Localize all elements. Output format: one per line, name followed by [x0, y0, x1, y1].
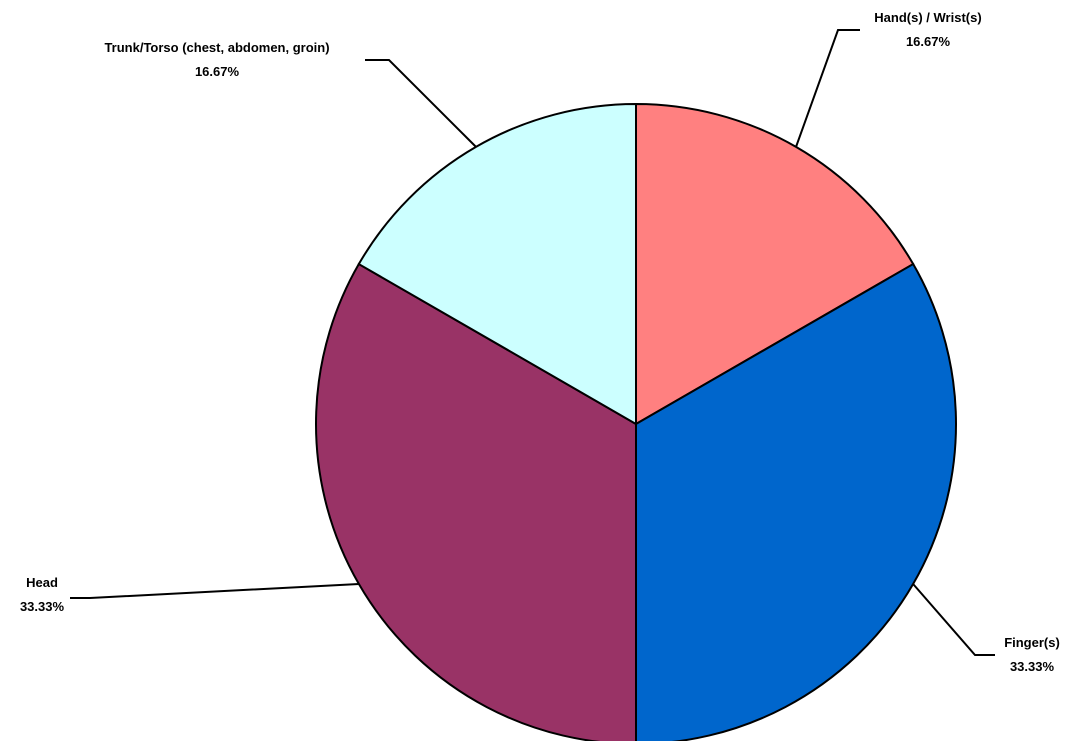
pie-slices — [315, 102, 957, 741]
pie-slice-finger-s — [635, 262, 957, 741]
label-group-finger: Finger(s) 33.33% — [1004, 635, 1060, 674]
slice-percent-head: 33.33% — [20, 599, 65, 614]
label-group-hand-wrist: Hand(s) / Wrist(s) 16.67% — [874, 10, 981, 49]
slice-label-head: Head — [26, 575, 58, 590]
slice-percent-finger: 33.33% — [1010, 659, 1055, 674]
leader-line-trunk-torso-chest-abdomen-groin — [365, 59, 477, 148]
slice-label-finger: Finger(s) — [1004, 635, 1060, 650]
leader-line-finger-s — [912, 583, 995, 656]
slice-label-trunk-torso: Trunk/Torso (chest, abdomen, groin) — [104, 40, 329, 55]
slice-percent-hand-wrist: 16.67% — [906, 34, 951, 49]
pie-slice-hand-s-wrist-s — [635, 102, 915, 426]
leader-lines — [70, 29, 995, 656]
slice-percent-trunk-torso: 16.67% — [195, 64, 240, 79]
pie-slice-trunk-torso-chest-abdomen-groin — [357, 102, 637, 426]
label-group-trunk-torso: Trunk/Torso (chest, abdomen, groin) 16.6… — [104, 40, 329, 79]
label-group-head: Head 33.33% — [20, 575, 65, 614]
pie-slice-head — [315, 262, 637, 741]
slice-label-hand-wrist: Hand(s) / Wrist(s) — [874, 10, 981, 25]
leader-line-hand-s-wrist-s — [795, 29, 860, 148]
leader-line-head — [70, 583, 359, 599]
